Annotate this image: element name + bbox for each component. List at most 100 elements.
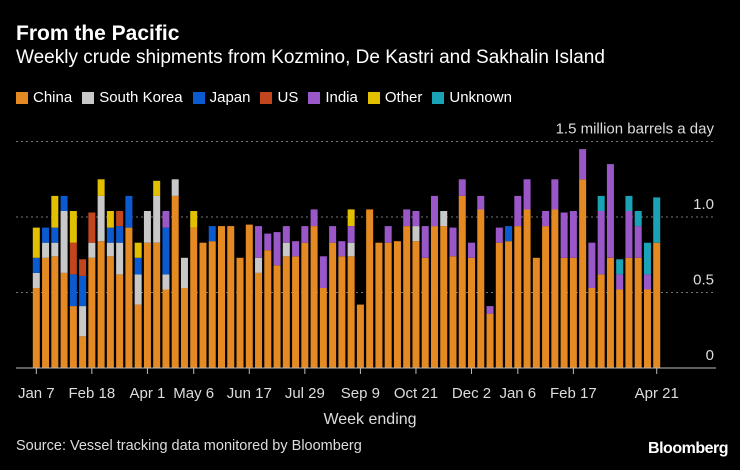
x-tick-label: Feb 17	[550, 385, 597, 402]
bar-segment-china	[440, 226, 448, 368]
bar-segment-china	[579, 179, 587, 369]
y-tick-label: 0	[706, 347, 714, 364]
bar-segment-china	[310, 226, 318, 368]
x-tick-label: Sep 9	[341, 385, 380, 402]
bar-stack	[560, 212, 568, 368]
bar-stack	[375, 242, 383, 368]
legend-item-other: Other	[367, 89, 423, 106]
bar-stack	[301, 226, 309, 368]
bar-segment-china	[449, 256, 457, 368]
bar-stack	[468, 242, 476, 368]
bar-segment-china	[468, 257, 476, 368]
bar-stack	[356, 304, 364, 368]
bar-stack	[393, 241, 401, 368]
bar-stack	[292, 241, 300, 368]
x-tick-label: Jul 29	[285, 385, 325, 402]
x-tick-label: Jan 7	[18, 385, 55, 402]
bar-stack	[597, 195, 605, 368]
bar-segment-south-korea	[282, 242, 290, 257]
bar-segment-south-korea	[79, 306, 87, 337]
bar-segment-china	[106, 256, 114, 368]
bar-segment-china	[329, 242, 337, 368]
bar-segment-south-korea	[42, 242, 50, 258]
bar-segment-china	[199, 242, 207, 368]
bar-segment-china	[375, 242, 383, 368]
bar-segment-india	[634, 226, 642, 258]
bar-stack	[449, 227, 457, 368]
bar-segment-japan	[42, 227, 50, 243]
bar-segment-china	[505, 241, 513, 368]
x-tick-label: May 6	[173, 385, 214, 402]
bar-segment-other	[134, 242, 142, 258]
bar-stack	[282, 226, 290, 368]
bar-segment-china	[653, 242, 661, 368]
bar-segment-us	[116, 211, 124, 227]
bar-segment-india	[310, 209, 318, 226]
bar-stack	[495, 227, 503, 368]
bar-segment-china	[421, 257, 429, 368]
bar-segment-south-korea	[88, 242, 96, 258]
bar-segment-india	[329, 226, 337, 243]
legend-label: Other	[384, 89, 423, 106]
legend-item-unknown: Unknown	[432, 89, 512, 106]
legend-label: India	[325, 89, 358, 106]
bar-segment-china	[430, 226, 438, 368]
bar-segment-china	[347, 256, 355, 368]
legend-swatch	[82, 91, 95, 104]
bar-stack	[523, 179, 531, 368]
legend-item-china: China	[16, 89, 72, 106]
bar-stack	[42, 227, 50, 368]
bar-segment-india	[338, 241, 346, 257]
bar-segment-india	[273, 232, 281, 266]
bar-segment-other	[347, 209, 355, 226]
bar-stack	[79, 259, 87, 368]
bar-segment-china	[42, 257, 50, 368]
bar-stack	[255, 226, 263, 368]
bar-segment-india	[523, 179, 531, 210]
bar-stack	[32, 227, 40, 368]
bar-segment-us	[79, 259, 87, 276]
bar-segment-china	[523, 209, 531, 368]
bar-segment-china	[51, 256, 59, 368]
bar-stack	[653, 197, 661, 368]
bar-segment-india	[588, 242, 596, 288]
source-note: Source: Vessel tracking data monitored b…	[16, 438, 362, 454]
bar-stack	[606, 164, 614, 368]
bar-segment-india	[468, 242, 476, 258]
y-tick-label: 1.0	[693, 196, 714, 213]
bar-stack	[69, 211, 77, 368]
bar-segment-other	[190, 211, 198, 228]
bar-stack	[116, 211, 124, 368]
bar-segment-south-korea	[180, 257, 188, 288]
bar-segment-china	[366, 209, 374, 368]
bar-stack	[347, 209, 355, 368]
bar-stack	[310, 209, 318, 368]
bar-segment-india	[560, 212, 568, 258]
bar-stack	[218, 226, 225, 368]
bar-segment-india	[495, 227, 503, 243]
bar-stack	[542, 211, 550, 368]
bar-stack	[588, 242, 596, 368]
bar-stack	[125, 195, 133, 368]
bar-segment-south-korea	[255, 257, 263, 273]
bar-segment-south-korea	[116, 242, 124, 275]
bar-segment-unknown	[625, 195, 633, 211]
x-tick-label: Jun 17	[227, 385, 272, 402]
chart-subtitle: Weekly crude shipments from Kozmino, De …	[16, 47, 605, 68]
bar-stack	[134, 242, 142, 368]
bar-segment-japan	[79, 275, 87, 307]
bar-segment-china	[236, 257, 244, 368]
bloomberg-logo: Bloomberg	[648, 440, 728, 457]
bar-segment-china	[634, 257, 642, 368]
bar-segment-india	[569, 211, 577, 258]
legend-label: US	[277, 89, 299, 106]
bar-segment-us	[69, 242, 77, 275]
x-axis-label: Week ending	[323, 411, 416, 428]
bar-segment-china	[606, 257, 614, 368]
bar-segment-china	[625, 257, 633, 368]
bar-stack	[430, 195, 438, 368]
bar-segment-china	[338, 256, 346, 368]
bar-segment-japan	[162, 227, 170, 275]
bar-stack	[532, 257, 540, 368]
